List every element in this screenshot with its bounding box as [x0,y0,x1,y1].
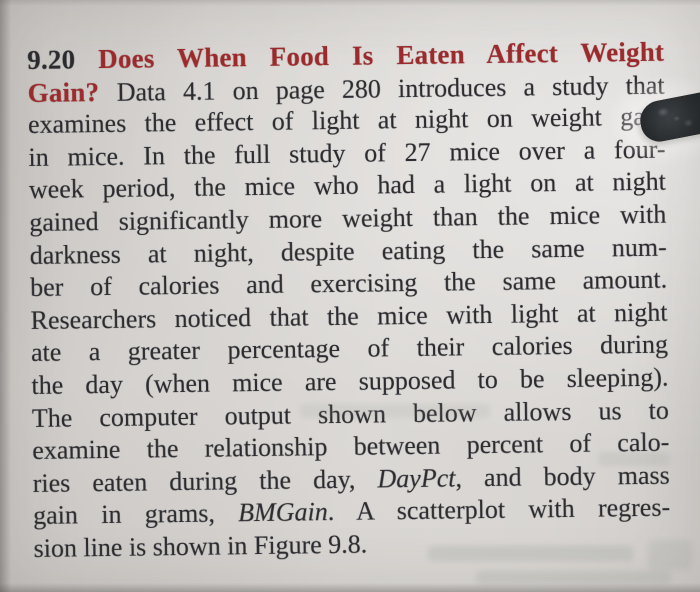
body-text-segment: Researchers noticed that the mice with l… [30,297,668,335]
body-text-segment: The computer output shown below allows u… [31,395,670,433]
body-text-segment: gain in grams, [32,498,239,531]
problem-paragraph: 9.20 Does When Food Is Eaten Affect Weig… [27,36,671,566]
problem-number: 9.20 [27,44,99,75]
body-text-segment: the day (when mice are supposed to be sl… [31,362,669,400]
variable-name: DayPct [377,463,456,494]
photo-edge-shadow-bottom [0,583,700,592]
body-text-segment: examine the relationship between percent… [32,427,670,466]
body-text-segment: ber of calories and exercising the same … [29,264,668,303]
body-text-segment: , and body mass [455,460,670,493]
body-text-segment: in mice. In the full study of 27 mice ov… [28,134,666,172]
body-text-segment: ate a greater percentage of their calori… [30,329,669,368]
body-text-segment: gained significantly more weight than th… [29,199,667,237]
variable-name: BMGain [237,497,328,528]
body-text-segment: sion line is shown in Figure 9.8. [33,529,368,563]
body-text-segment: ries eaten during the day, [32,464,378,498]
problem-title-segment: Does When Food Is Eaten Affect Weight [98,36,665,75]
photo-edge-shadow-top [0,0,700,6]
body-text-segment: week period, the mice who had a light on… [28,167,667,205]
body-text-segment: examines the effect of light at night on… [27,101,666,140]
problem-title-segment: Gain? [27,76,117,108]
body-text-segment: . A scatterplot with regres- [327,492,671,527]
body-text-segment: darkness at night, despite eating the sa… [29,232,667,270]
photo-edge-shadow-left [0,0,11,592]
